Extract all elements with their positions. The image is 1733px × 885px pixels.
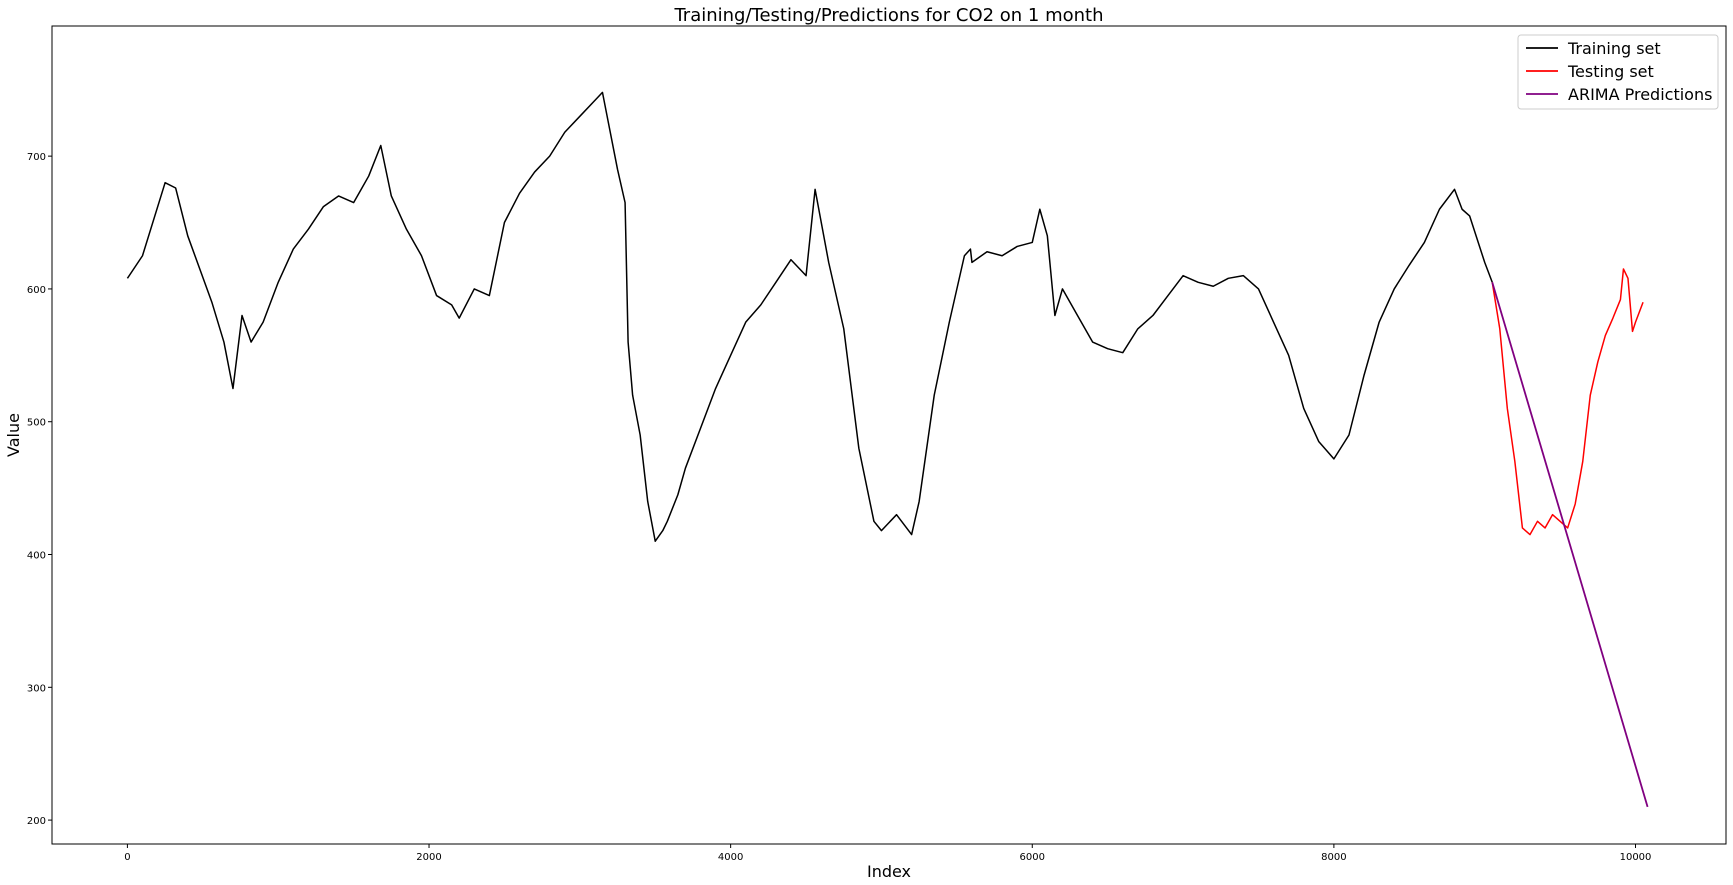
series-line-training-set (126, 91, 1493, 542)
y-tick-label: 700 (27, 152, 46, 163)
chart-title: Training/Testing/Predictions for CO2 on … (673, 5, 1103, 26)
x-tick-label: 0 (124, 852, 130, 863)
series-line-arima-predictions (1491, 282, 1649, 808)
x-tick-label: 4000 (718, 852, 743, 863)
x-tick-label: 10000 (1620, 852, 1652, 863)
y-axis: 200 300 400 500 600 700 (27, 152, 52, 827)
plot-frame (51, 25, 1727, 845)
legend-label: ARIMA Predictions (1568, 85, 1712, 104)
y-tick-label: 500 (27, 418, 46, 429)
x-tick-label: 2000 (416, 852, 441, 863)
y-tick-label: 400 (27, 551, 46, 562)
series-layer (126, 91, 1649, 808)
legend-label: Testing set (1567, 62, 1654, 81)
y-axis-label: Value (4, 413, 23, 457)
x-axis-label: Index (867, 862, 911, 881)
legend-box (1517, 34, 1719, 110)
legend-label: Training set (1567, 39, 1661, 58)
x-tick-label: 8000 (1321, 852, 1346, 863)
legend: Training set Testing set ARIMA Predictions (1517, 34, 1719, 110)
x-tick-label: 6000 (1020, 852, 1045, 863)
y-tick-label: 200 (27, 816, 46, 827)
series-line-testing-set (1491, 268, 1644, 536)
y-tick-label: 600 (27, 285, 46, 296)
x-axis: 0 2000 4000 6000 8000 10000 (124, 844, 1651, 863)
y-tick-label: 300 (27, 683, 46, 694)
